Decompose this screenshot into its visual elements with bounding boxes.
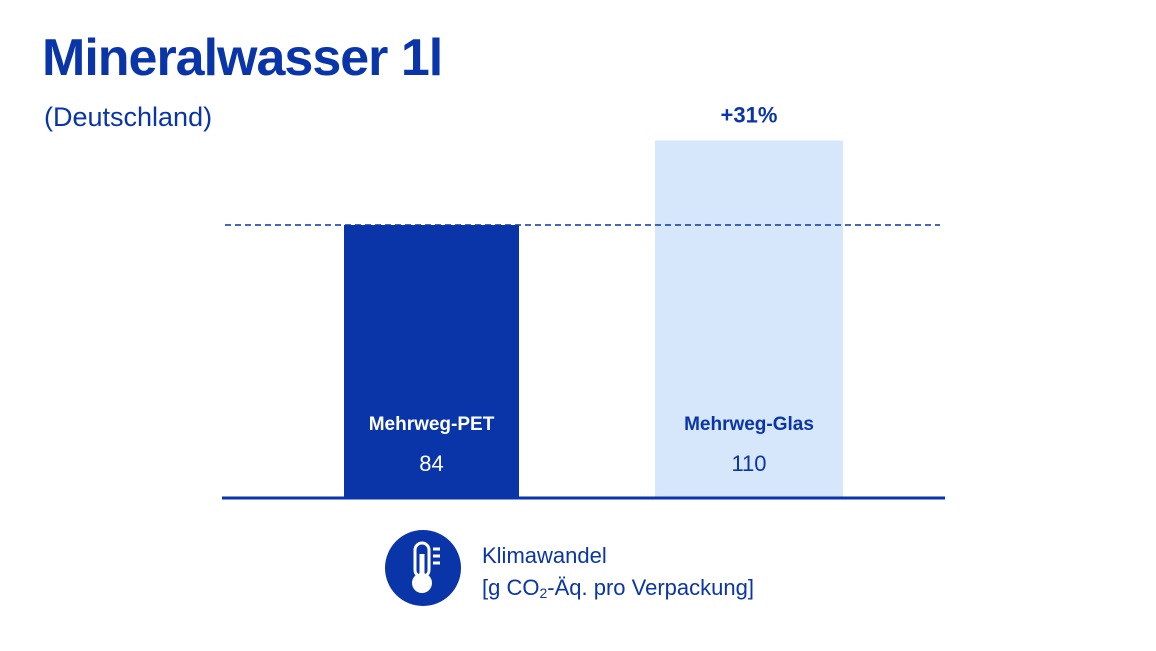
thermometer-icon xyxy=(385,530,461,606)
bar-category-label: Mehrweg-Glas xyxy=(684,414,814,435)
chart-subtitle: (Deutschland) xyxy=(44,102,213,132)
chart-title: Mineralwasser 1l xyxy=(42,29,443,87)
bar xyxy=(655,140,843,498)
bar-category-label: Mehrweg-PET xyxy=(369,414,495,435)
legend-unit-suffix: -Äq. pro Verpackung] xyxy=(547,575,754,600)
bar-value-label: 110 xyxy=(731,451,766,476)
legend-unit-label: [g CO2-Äq. pro Verpackung] xyxy=(482,572,754,604)
bar-annotation-label: +31% xyxy=(721,103,778,128)
bar xyxy=(344,225,519,498)
legend-unit-prefix: [g CO xyxy=(482,575,540,600)
legend-unit-subscript: 2 xyxy=(539,585,548,601)
legend-metric-label: Klimawandel xyxy=(482,543,607,568)
legend-text: Klimawandel [g CO2-Äq. pro Verpackung] xyxy=(482,540,754,604)
bar-value-label: 84 xyxy=(419,451,443,476)
